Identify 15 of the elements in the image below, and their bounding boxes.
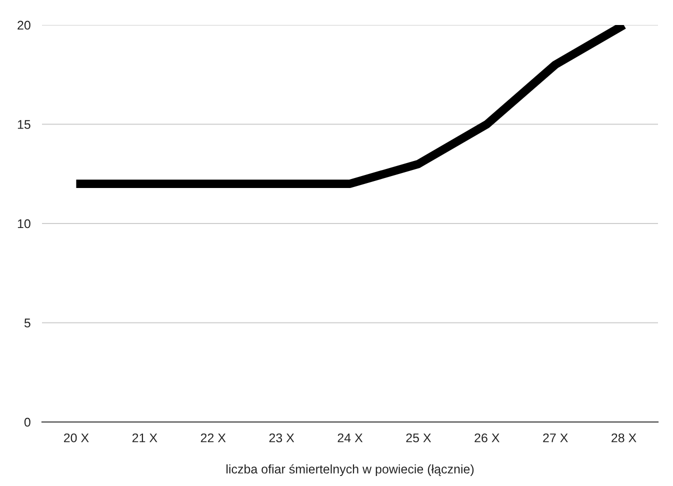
y-tick-label: 15	[18, 120, 30, 129]
y-tick-label: 5	[24, 318, 30, 328]
y-tick-label: 10	[18, 219, 30, 228]
x-tick-label: 20 X	[64, 433, 89, 442]
x-tick-label: 21 X	[132, 433, 158, 442]
x-tick-label: 26 X	[474, 433, 500, 442]
x-tick-label: 22 X	[200, 433, 226, 442]
x-tick-label: 24 X	[338, 433, 363, 442]
x-tick-label: 28 X	[612, 433, 636, 442]
x-tick-label: 25 X	[406, 433, 432, 442]
x-axis-title: liczba ofiar śmiertelnych w powiecie (łącznie)	[226, 464, 474, 476]
x-tick-label: 27 X	[543, 433, 568, 442]
y-tick-label: 20	[18, 20, 30, 30]
x-tick-label: 23 X	[269, 433, 294, 442]
y-tick-label: 0	[24, 418, 30, 427]
